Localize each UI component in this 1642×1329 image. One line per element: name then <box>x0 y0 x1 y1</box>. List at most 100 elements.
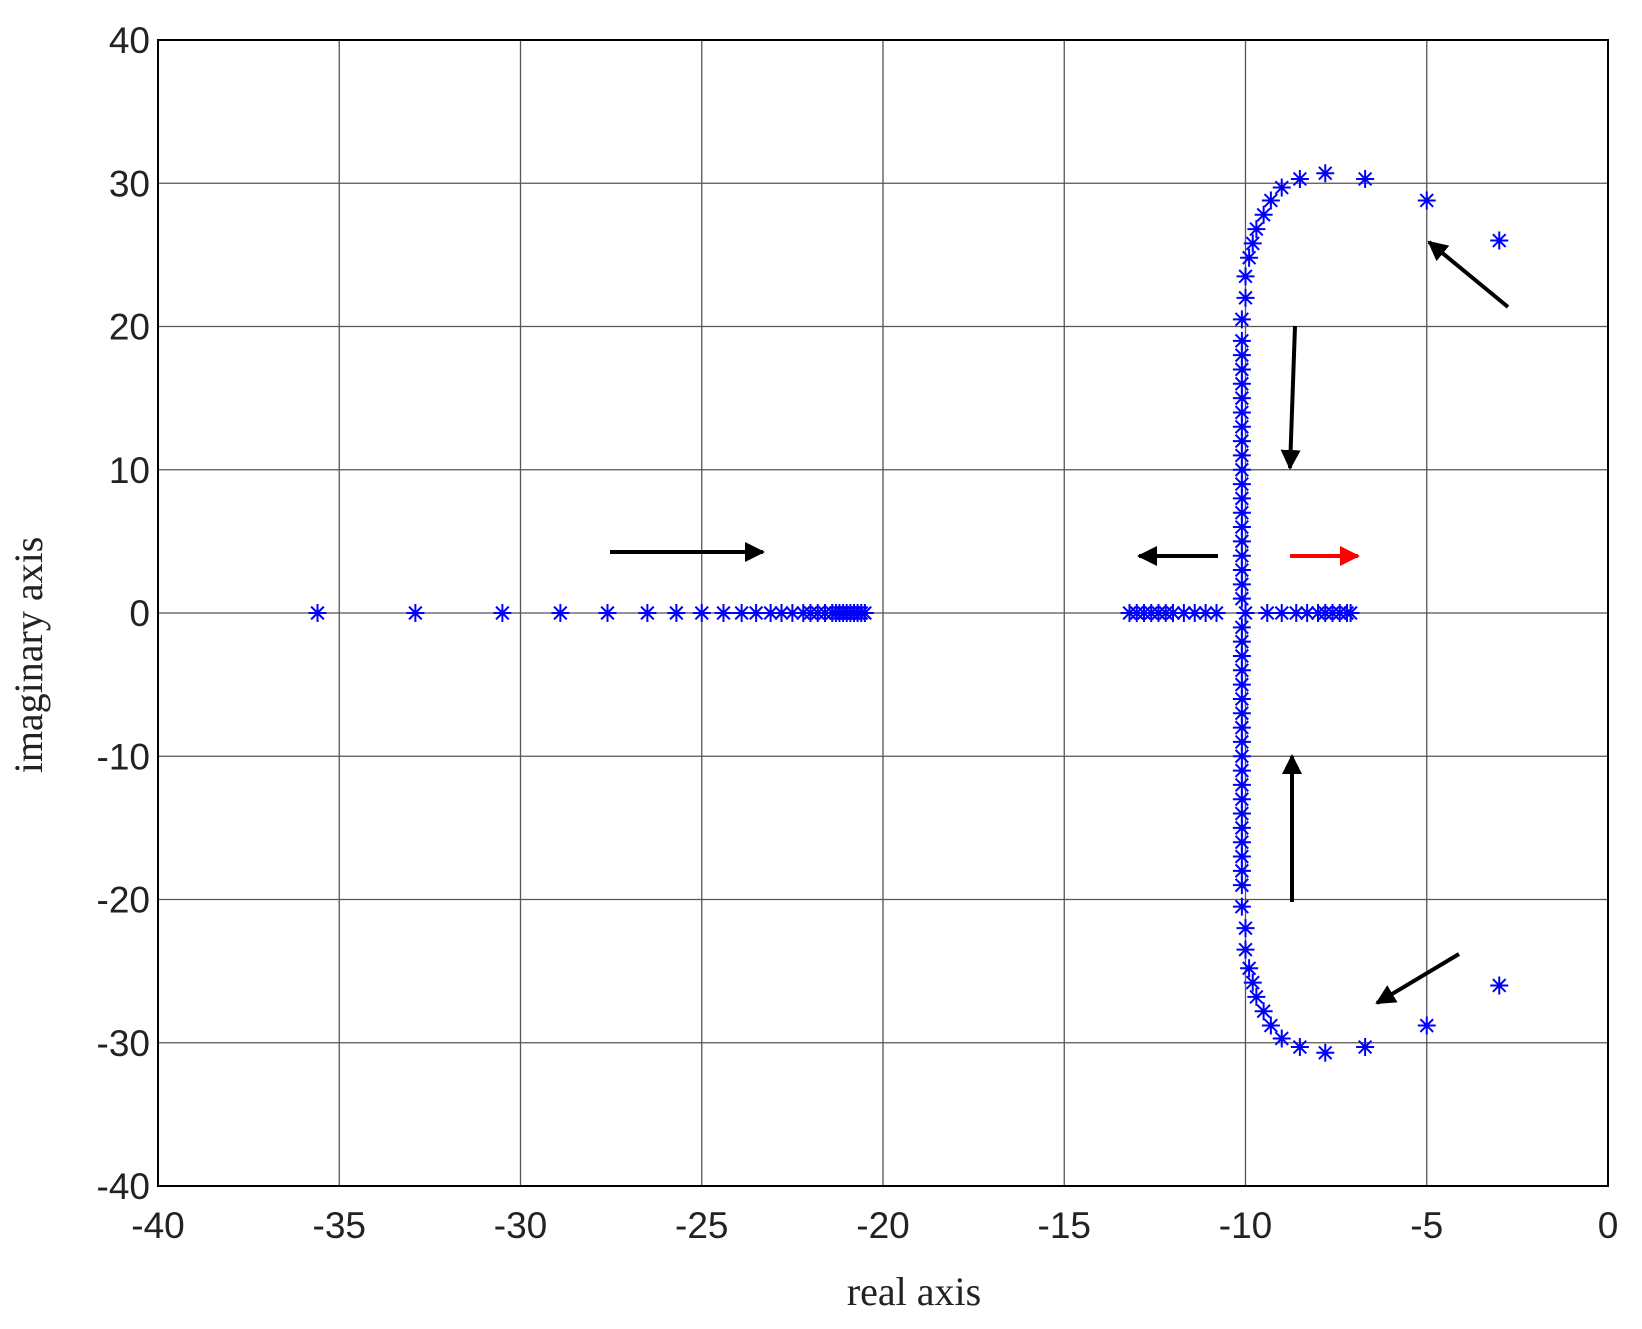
y-tick-label: 10 <box>109 450 150 491</box>
point <box>598 604 617 622</box>
point <box>1232 389 1251 408</box>
point <box>1232 761 1251 780</box>
y-axis-label: imaginary axis <box>6 537 51 774</box>
y-tick-label: 0 <box>129 593 150 634</box>
point <box>1232 675 1251 694</box>
point <box>667 604 686 622</box>
point <box>493 604 512 622</box>
point <box>1232 518 1251 537</box>
point <box>1232 575 1251 594</box>
point <box>1232 646 1251 665</box>
point <box>761 604 780 622</box>
x-axis-label: real axis <box>847 1269 981 1314</box>
point <box>1232 632 1251 651</box>
y-tick-label: -40 <box>97 1166 150 1207</box>
x-tick-label: -25 <box>675 1205 728 1246</box>
point <box>1417 191 1436 210</box>
point <box>1232 460 1251 479</box>
point <box>406 604 425 622</box>
y-tick-label: -30 <box>97 1023 150 1064</box>
point <box>1232 346 1251 365</box>
x-tick-label: 0 <box>1598 1205 1619 1246</box>
point <box>1240 959 1259 978</box>
point <box>1240 248 1259 267</box>
point <box>1490 231 1509 250</box>
point <box>1232 833 1251 852</box>
point <box>551 604 570 622</box>
point <box>1243 234 1262 253</box>
arrow <box>1427 240 1510 309</box>
point <box>1298 604 1317 622</box>
point <box>1356 1038 1375 1057</box>
point <box>1232 489 1251 508</box>
point <box>1232 876 1251 895</box>
point <box>1272 604 1291 622</box>
point <box>1236 267 1255 286</box>
point <box>1196 604 1215 622</box>
point <box>1287 604 1306 622</box>
y-tick-label: 20 <box>109 307 150 348</box>
point <box>1356 169 1375 188</box>
point <box>1232 818 1251 837</box>
point <box>1254 1002 1273 1021</box>
point <box>1232 589 1251 608</box>
point <box>1316 164 1335 183</box>
point <box>1232 360 1251 379</box>
point <box>1232 804 1251 823</box>
point <box>1247 220 1266 239</box>
point <box>747 604 766 622</box>
point <box>1247 987 1266 1006</box>
point <box>1341 604 1360 622</box>
point <box>1232 718 1251 737</box>
point <box>772 604 791 622</box>
y-tick-label: -10 <box>97 736 150 777</box>
point <box>1232 374 1251 393</box>
point <box>1232 732 1251 751</box>
point <box>1261 191 1280 210</box>
point <box>1174 604 1193 622</box>
arrow <box>1375 952 1461 1005</box>
point <box>855 604 874 622</box>
point <box>1290 169 1309 188</box>
point <box>1185 604 1204 622</box>
point <box>308 604 327 622</box>
point <box>1232 775 1251 794</box>
point <box>1232 897 1251 916</box>
point <box>1232 403 1251 422</box>
arrow <box>1280 325 1301 470</box>
x-tick-label: -5 <box>1410 1205 1443 1246</box>
y-tick-label: 30 <box>109 163 150 204</box>
point <box>1207 604 1226 622</box>
point <box>1232 861 1251 880</box>
point <box>1232 689 1251 708</box>
point <box>1232 704 1251 723</box>
point <box>1232 546 1251 565</box>
point <box>1232 847 1251 866</box>
annotation-arrows <box>610 240 1510 1005</box>
point <box>1232 618 1251 637</box>
point <box>1232 532 1251 551</box>
points <box>308 164 1509 1062</box>
point <box>1261 1016 1280 1035</box>
point <box>1236 919 1255 938</box>
point <box>1490 976 1509 995</box>
y-tick-label: 40 <box>109 20 150 61</box>
point <box>1236 604 1255 622</box>
point <box>1232 417 1251 436</box>
point <box>1232 561 1251 580</box>
x-tick-label: -15 <box>1038 1205 1091 1246</box>
point <box>1272 1029 1291 1048</box>
point <box>1272 178 1291 197</box>
point <box>1232 475 1251 494</box>
point <box>1232 503 1251 522</box>
point <box>1290 1038 1309 1057</box>
point <box>1232 747 1251 766</box>
point <box>1232 790 1251 809</box>
point <box>1232 331 1251 350</box>
point <box>1164 604 1182 622</box>
point <box>1232 446 1251 465</box>
point <box>1417 1016 1436 1035</box>
point <box>1254 205 1273 224</box>
y-tick-label: -20 <box>97 880 150 921</box>
